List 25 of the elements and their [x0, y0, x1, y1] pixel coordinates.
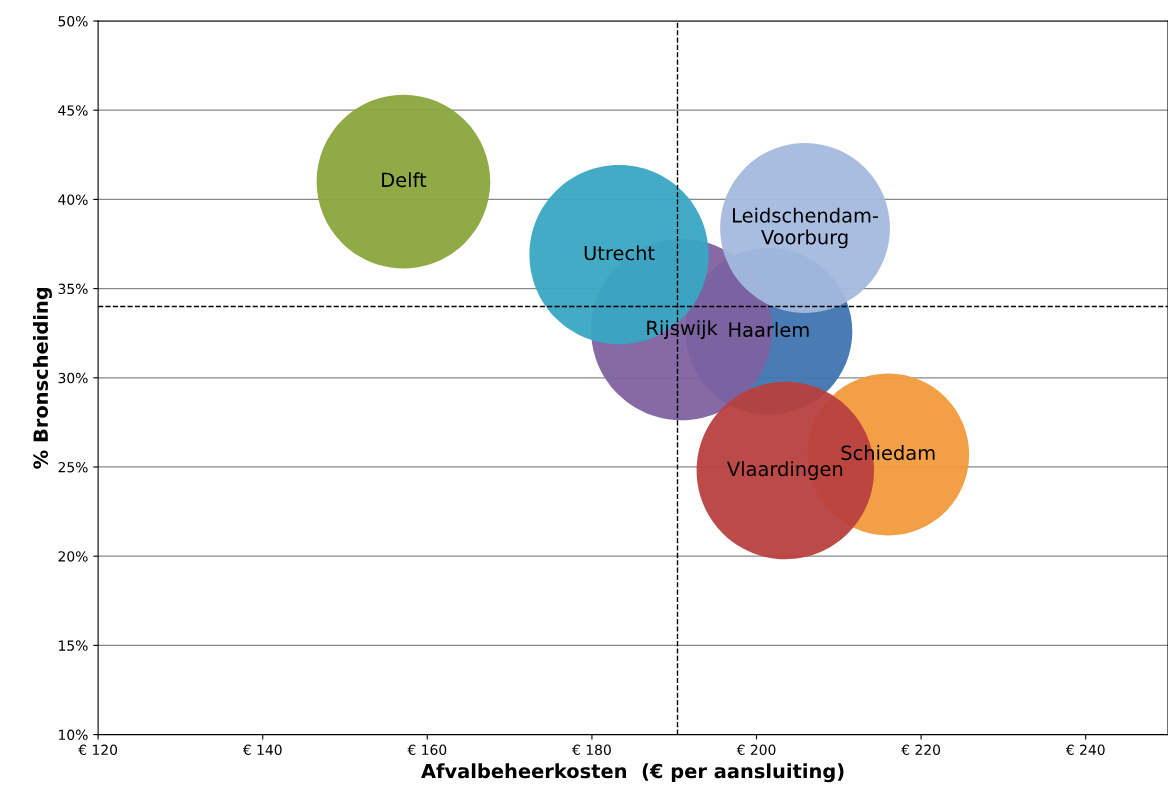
series-label: Utrecht: [584, 245, 655, 261]
x-tick-label: € 120: [78, 744, 118, 756]
x-tick-label: € 220: [901, 744, 941, 756]
x-tick-label: € 240: [1065, 744, 1105, 756]
series-label: Delft: [382, 172, 427, 188]
series-label: Leidschendam- Voorburg: [733, 207, 879, 249]
y-tick-label: 50%: [58, 16, 88, 27]
y-tick-label: 40%: [58, 194, 88, 205]
x-axis-title: Afvalbeheerkosten (€ per aansluiting): [421, 763, 844, 783]
y-tick-label: 20%: [58, 551, 88, 562]
series-label: Rijswijk: [647, 320, 718, 340]
x-tick-label: € 200: [736, 744, 776, 756]
series-label: Haarlem: [729, 322, 809, 338]
x-tick-label: € 160: [407, 744, 447, 756]
y-tick-label: 10%: [59, 729, 88, 741]
y-tick-label: 25%: [58, 461, 88, 473]
y-tick-label: 15%: [59, 640, 88, 651]
series-label: Schiedam: [841, 445, 935, 461]
y-tick-label: 30%: [58, 372, 88, 384]
y-axis-title: % Bronscheiding: [32, 287, 52, 469]
x-tick-label: € 180: [572, 744, 611, 756]
y-tick-label: 45%: [58, 105, 88, 116]
y-tick-label: 35%: [58, 283, 88, 295]
series-label: Vlaardingen: [727, 461, 843, 480]
x-tick-label: € 140: [242, 744, 282, 756]
